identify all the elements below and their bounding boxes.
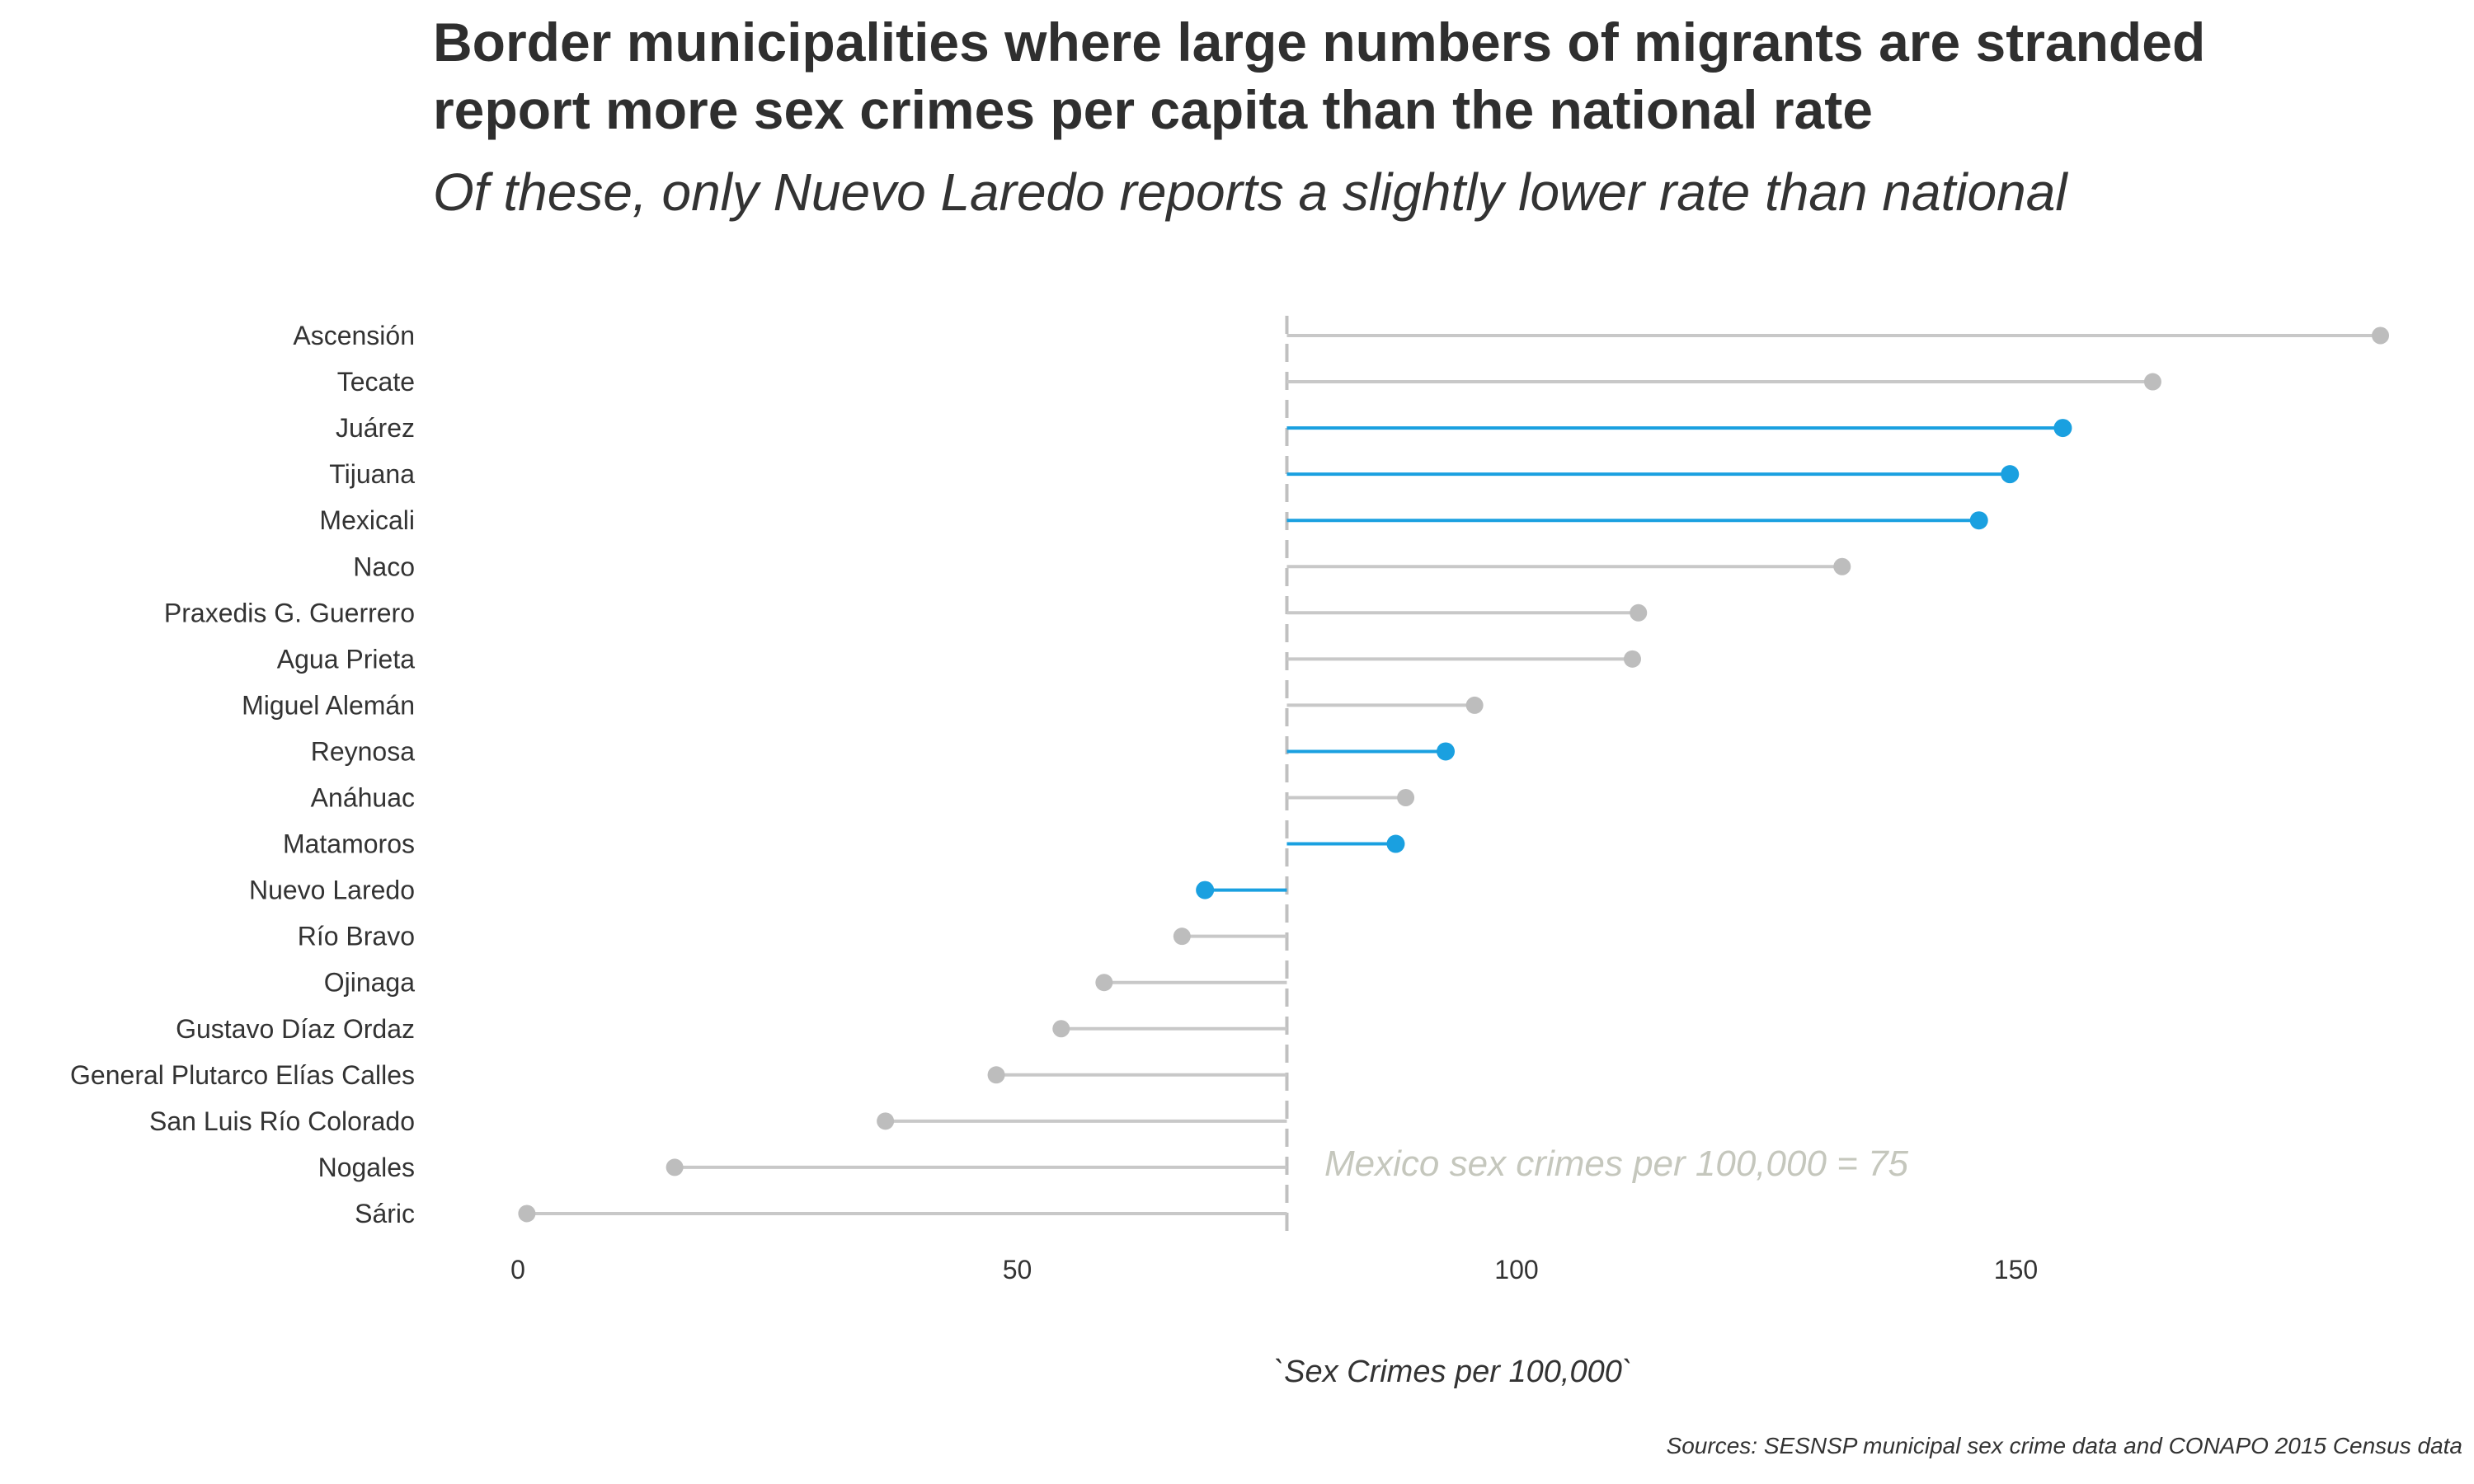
category-label-tijuana: Tijuana	[329, 459, 415, 489]
category-label-matamoros: Matamoros	[283, 829, 415, 859]
point-ascension	[2372, 326, 2390, 345]
category-label-praxedis-g-guerrero: Praxedis G. Guerrero	[164, 598, 415, 627]
category-label-anahuac: Anáhuac	[311, 783, 415, 813]
point-matamoros	[1386, 834, 1405, 853]
category-label-mexicali: Mexicali	[319, 505, 415, 535]
chart-subtitle: Of these, only Nuevo Laredo reports a sl…	[433, 162, 2067, 222]
category-label-nogales: Nogales	[318, 1153, 415, 1182]
category-label-nuevo-laredo: Nuevo Laredo	[249, 876, 415, 905]
category-label-agua-prieta: Agua Prieta	[277, 644, 415, 674]
point-naco	[1833, 557, 1851, 575]
source-caption: Sources: SESNSP municipal sex crime data…	[1666, 1433, 2462, 1458]
category-label-gustavo-diaz-ordaz: Gustavo Díaz Ordaz	[176, 1014, 415, 1044]
category-label-tecate: Tecate	[337, 367, 415, 397]
point-praxedis-g-guerrero	[1630, 603, 1648, 622]
point-nogales	[666, 1158, 684, 1176]
reference-annotation: Mexico sex crimes per 100,000 = 75	[1324, 1144, 1909, 1184]
point-miguel-aleman	[1465, 696, 1484, 714]
point-anahuac	[1397, 789, 1415, 806]
category-label-ascension: Ascensión	[293, 321, 415, 350]
category-label-reynosa: Reynosa	[311, 736, 416, 766]
category-label-san-luis-rio-colorado: San Luis Río Colorado	[149, 1106, 415, 1136]
point-reynosa	[1437, 742, 1456, 761]
x-tick-label-100: 100	[1494, 1255, 1538, 1284]
category-label-ojinaga: Ojinaga	[324, 968, 416, 998]
category-label-naco: Naco	[353, 552, 415, 581]
point-nuevo-laredo	[1196, 881, 1215, 899]
chart-title: Border municipalities where large number…	[433, 8, 2470, 143]
category-label-miguel-aleman: Miguel Alemán	[242, 690, 415, 720]
point-saric	[518, 1205, 536, 1223]
point-mexicali	[1969, 511, 1988, 530]
point-san-luis-rio-colorado	[877, 1112, 895, 1130]
point-juarez	[2053, 419, 2072, 438]
point-rio-bravo	[1173, 928, 1191, 946]
point-tecate	[2143, 373, 2161, 391]
x-tick-label-150: 150	[1994, 1255, 2038, 1284]
category-label-saric: Sáric	[355, 1199, 415, 1228]
chart-title-line-2: report more sex crimes per capita than t…	[433, 79, 1873, 140]
point-gustavo-diaz-ordaz	[1052, 1020, 1070, 1038]
x-tick-label-0: 0	[510, 1255, 525, 1284]
category-label-juarez: Juárez	[336, 413, 415, 443]
point-agua-prieta	[1623, 650, 1641, 668]
category-label-rio-bravo: Río Bravo	[298, 922, 415, 951]
point-ojinaga	[1095, 974, 1113, 992]
x-tick-label-50: 50	[1003, 1255, 1032, 1284]
x-axis-label: `Sex Crimes per 100,000`	[1273, 1355, 1632, 1389]
category-label-general-plutarco-elias-calles: General Plutarco Elías Calles	[70, 1060, 415, 1090]
point-tijuana	[2001, 465, 2020, 484]
chart-title-line-1: Border municipalities where large number…	[433, 12, 2206, 73]
point-general-plutarco-elias-calles	[987, 1066, 1005, 1084]
